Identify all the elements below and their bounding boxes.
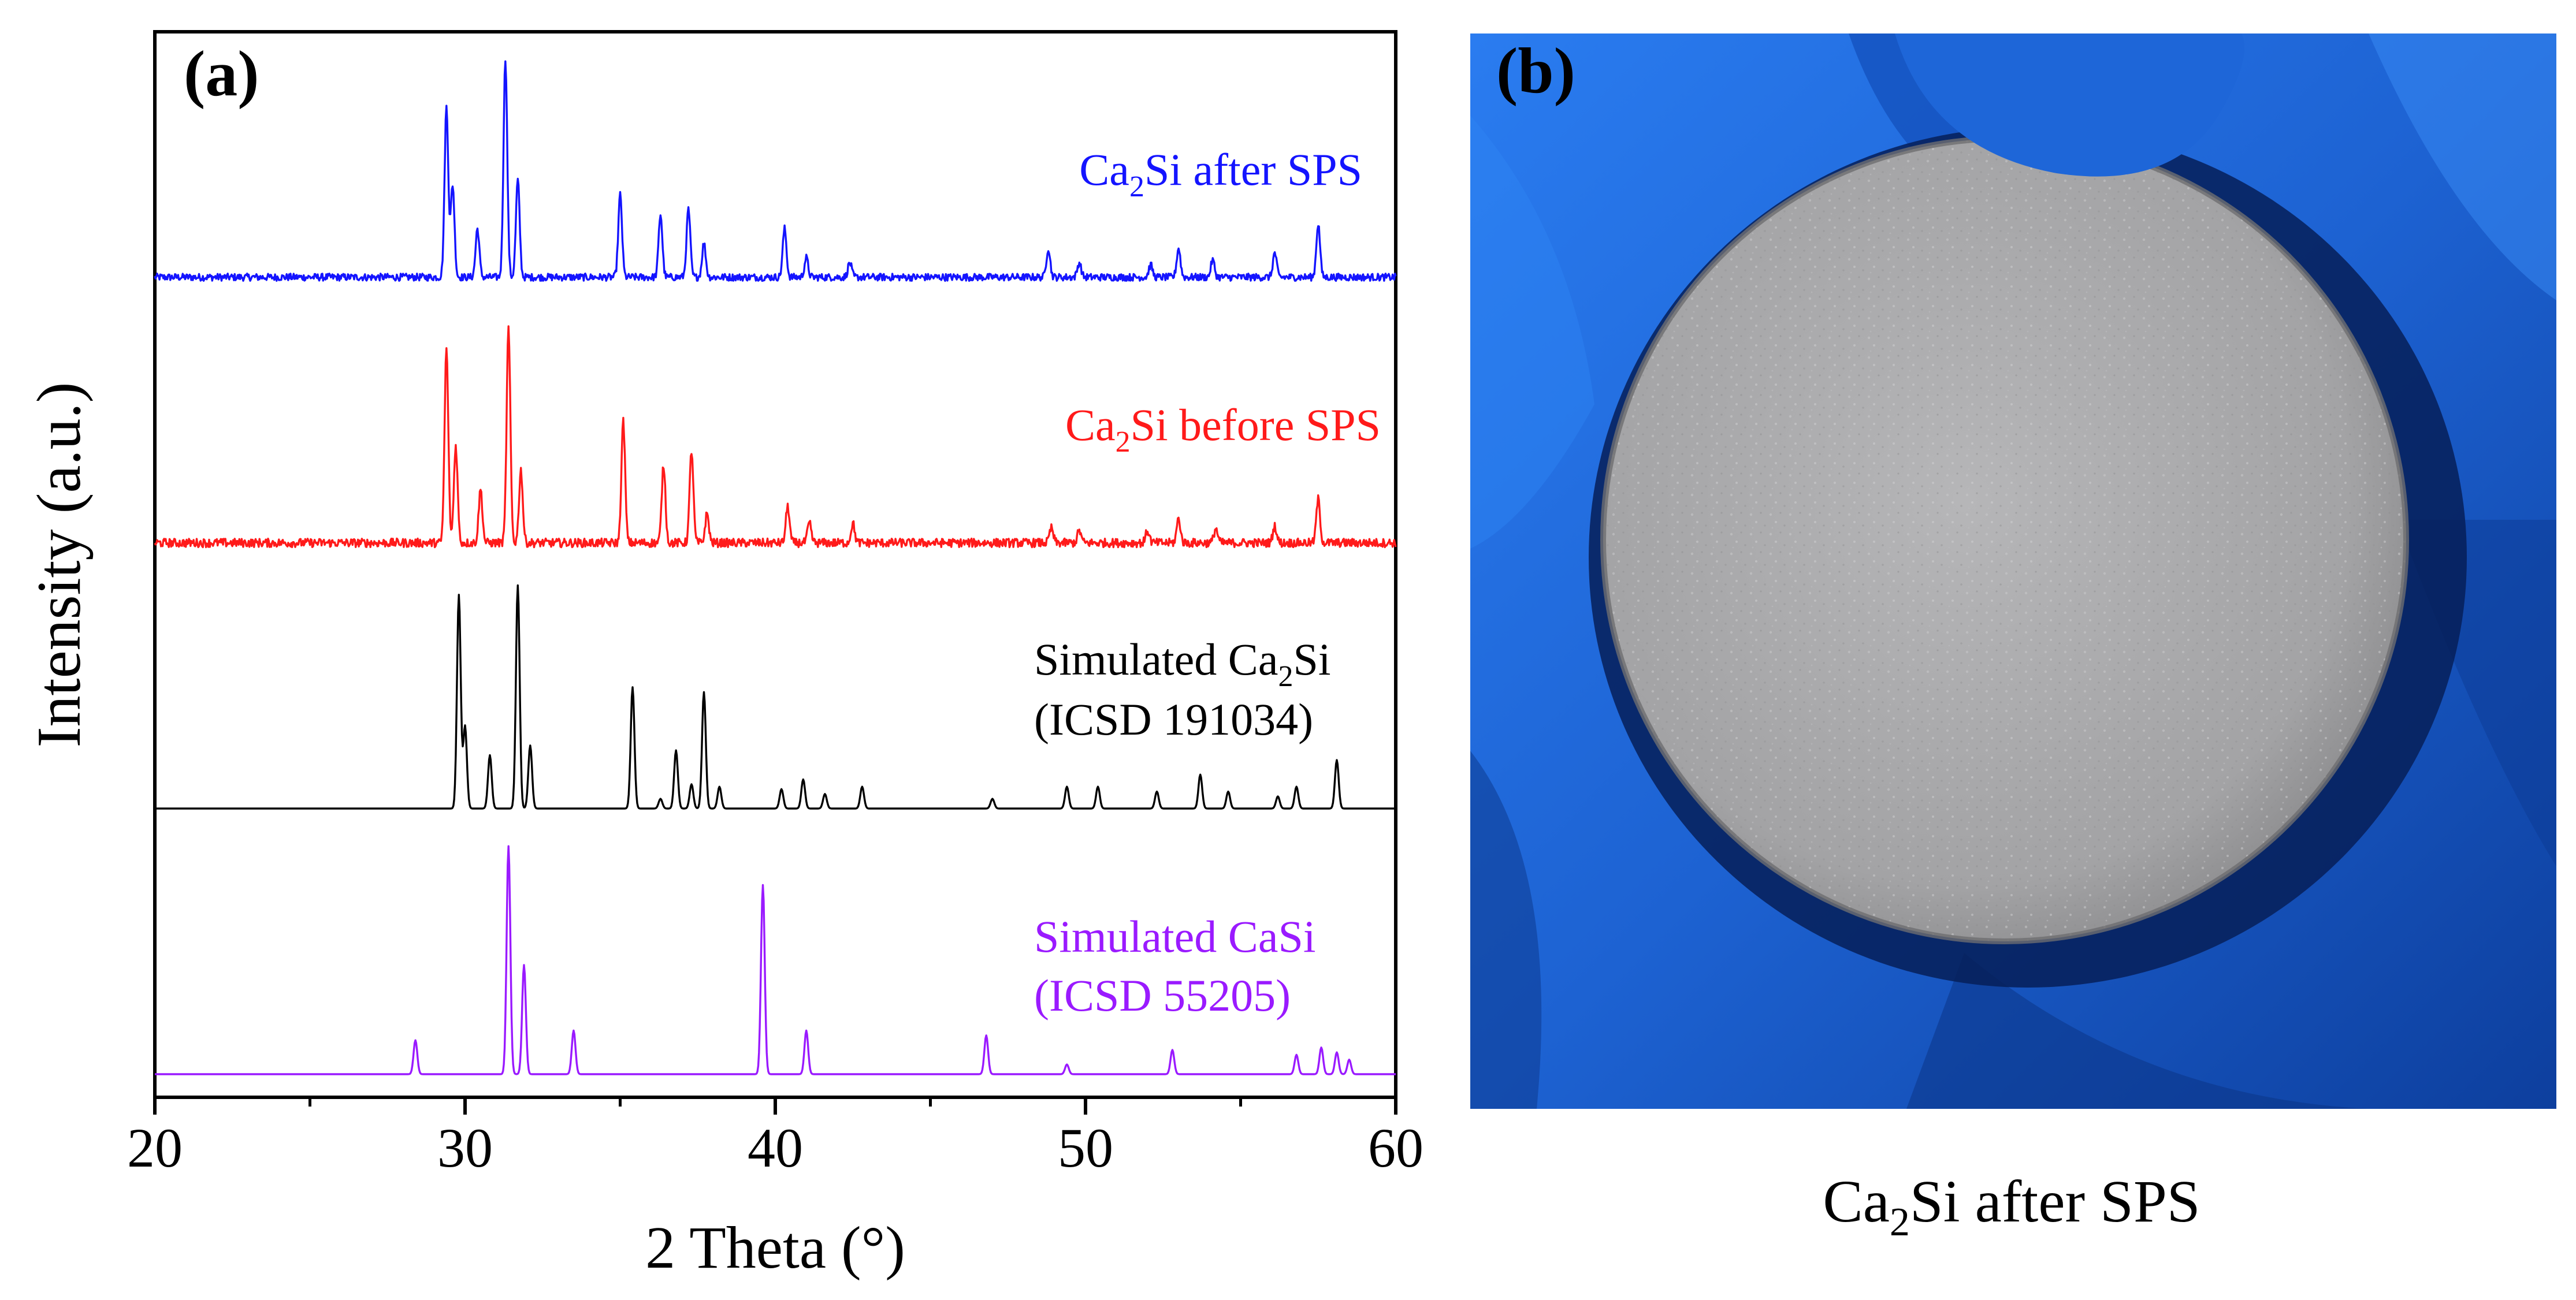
x-tick-label: 20 [127,1117,183,1179]
pellet-photo: (b) [1470,33,2556,1109]
glove-fold [2369,33,2556,300]
glove-finger [1895,33,2244,177]
x-tick-label: 50 [1058,1117,1113,1179]
glove-fold [1470,116,1594,549]
x-axis-title: 2 Theta (°) [645,1215,905,1281]
legend-sim-casi: Simulated CaSi [1034,911,1316,962]
legend-sim-ca2si-icsd: (ICSD 191034) [1034,694,1313,744]
xrd-chart: 20 30 40 50 60 (a) Ca2Si after SPS Ca2Si bef… [25,30,1423,1281]
glove-fold [1906,953,2369,1109]
glove-fold [1470,751,1542,1109]
series-layer [154,60,1397,1075]
x-ticks: 20 30 40 50 60 [127,1097,1423,1179]
panel-b-caption: Ca2Si after SPS [1823,1168,2200,1245]
series-line-2 [154,584,1396,810]
series-line-3 [154,845,1396,1075]
panel-a-label: (a) [184,38,259,110]
legend-before-sps: Ca2Si before SPS [1065,400,1381,459]
panel-b-label: (b) [1496,35,1575,107]
x-tick-label: 40 [748,1117,803,1179]
series-line-0 [154,60,1397,282]
series-line-1 [154,325,1397,549]
legend-after-sps: Ca2Si after SPS [1079,144,1362,203]
y-axis-title: Intensity (a.u.) [25,382,94,748]
x-tick-label: 30 [437,1117,493,1179]
legend-sim-ca2si: Simulated Ca2Si [1034,634,1331,693]
pellet-texture [1603,139,2406,941]
legend-sim-casi-icsd: (ICSD 55205) [1034,970,1291,1020]
x-tick-label: 60 [1368,1117,1423,1179]
